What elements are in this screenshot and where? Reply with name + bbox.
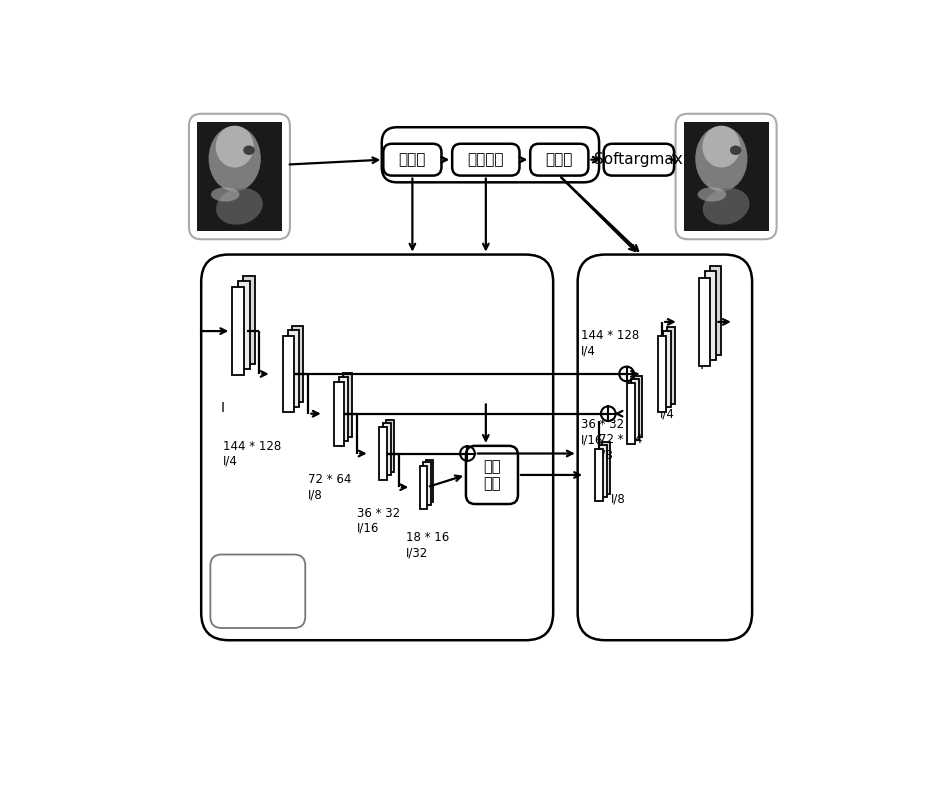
Ellipse shape xyxy=(216,188,263,225)
Bar xyxy=(339,377,349,441)
FancyBboxPatch shape xyxy=(577,254,752,640)
Text: Softargmax: Softargmax xyxy=(594,152,683,167)
FancyBboxPatch shape xyxy=(210,555,305,628)
Text: 18 * 16
I/32: 18 * 16 I/32 xyxy=(406,531,449,560)
FancyBboxPatch shape xyxy=(530,144,589,176)
Bar xyxy=(595,449,603,501)
Bar xyxy=(658,335,666,412)
Bar xyxy=(627,383,635,444)
Ellipse shape xyxy=(698,188,726,202)
Bar xyxy=(634,376,642,437)
Bar xyxy=(386,420,395,472)
Bar xyxy=(420,466,427,509)
Bar xyxy=(663,331,671,407)
Text: 关系推理: 关系推理 xyxy=(467,152,504,167)
Text: 拼接: 拼接 xyxy=(225,593,241,607)
Ellipse shape xyxy=(703,126,740,168)
Text: I: I xyxy=(220,401,224,415)
Bar xyxy=(684,122,769,231)
Bar xyxy=(667,327,674,404)
Text: ↑: ↑ xyxy=(212,611,223,623)
Text: I/8: I/8 xyxy=(611,493,626,506)
Text: 下采样: 下采样 xyxy=(225,559,249,572)
Bar xyxy=(426,460,433,502)
Text: ⊕: ⊕ xyxy=(212,593,223,607)
Text: 编码器: 编码器 xyxy=(398,152,426,167)
Bar xyxy=(283,335,294,412)
Bar xyxy=(243,276,255,364)
FancyBboxPatch shape xyxy=(383,144,442,176)
Bar xyxy=(288,330,300,407)
Bar xyxy=(343,373,352,437)
Bar xyxy=(232,287,244,375)
Text: 36 * 32
I/16: 36 * 32 I/16 xyxy=(357,507,400,535)
Text: 72 * 64
I/8: 72 * 64 I/8 xyxy=(308,473,351,501)
Text: 144 * 128
I/4: 144 * 128 I/4 xyxy=(222,440,281,467)
Bar xyxy=(603,441,610,494)
FancyBboxPatch shape xyxy=(452,144,519,176)
FancyBboxPatch shape xyxy=(675,114,776,239)
Text: 卷积: 卷积 xyxy=(225,576,241,589)
Text: 144 * 128
I/4: 144 * 128 I/4 xyxy=(580,329,639,357)
Text: 关系
推理: 关系 推理 xyxy=(483,459,501,491)
Bar xyxy=(292,326,303,402)
Text: ↓: ↓ xyxy=(212,559,223,572)
Bar xyxy=(238,281,251,370)
Ellipse shape xyxy=(730,145,741,155)
Text: →: → xyxy=(212,576,223,589)
FancyBboxPatch shape xyxy=(604,144,674,176)
Bar xyxy=(699,277,710,366)
Bar xyxy=(197,122,282,231)
Ellipse shape xyxy=(211,188,239,202)
Text: I: I xyxy=(700,358,704,372)
Bar xyxy=(599,444,608,497)
Text: 36 * 32
I/16: 36 * 32 I/16 xyxy=(580,418,624,446)
FancyBboxPatch shape xyxy=(202,254,553,640)
FancyBboxPatch shape xyxy=(382,127,599,182)
Bar xyxy=(423,462,430,505)
Text: 解码器: 解码器 xyxy=(545,152,573,167)
Bar xyxy=(710,266,721,355)
Bar xyxy=(383,423,391,475)
Bar xyxy=(705,271,716,360)
Bar xyxy=(631,379,640,440)
Ellipse shape xyxy=(216,126,253,168)
Ellipse shape xyxy=(695,126,747,192)
Bar xyxy=(334,382,344,446)
FancyBboxPatch shape xyxy=(466,446,518,504)
Text: 上采样: 上采样 xyxy=(225,611,249,623)
Ellipse shape xyxy=(208,126,261,192)
Ellipse shape xyxy=(243,145,254,155)
FancyBboxPatch shape xyxy=(189,114,290,239)
Bar xyxy=(379,428,387,479)
Text: 72 * 64
I/8: 72 * 64 I/8 xyxy=(599,433,642,461)
Text: I/4: I/4 xyxy=(660,407,675,421)
Ellipse shape xyxy=(703,188,750,225)
